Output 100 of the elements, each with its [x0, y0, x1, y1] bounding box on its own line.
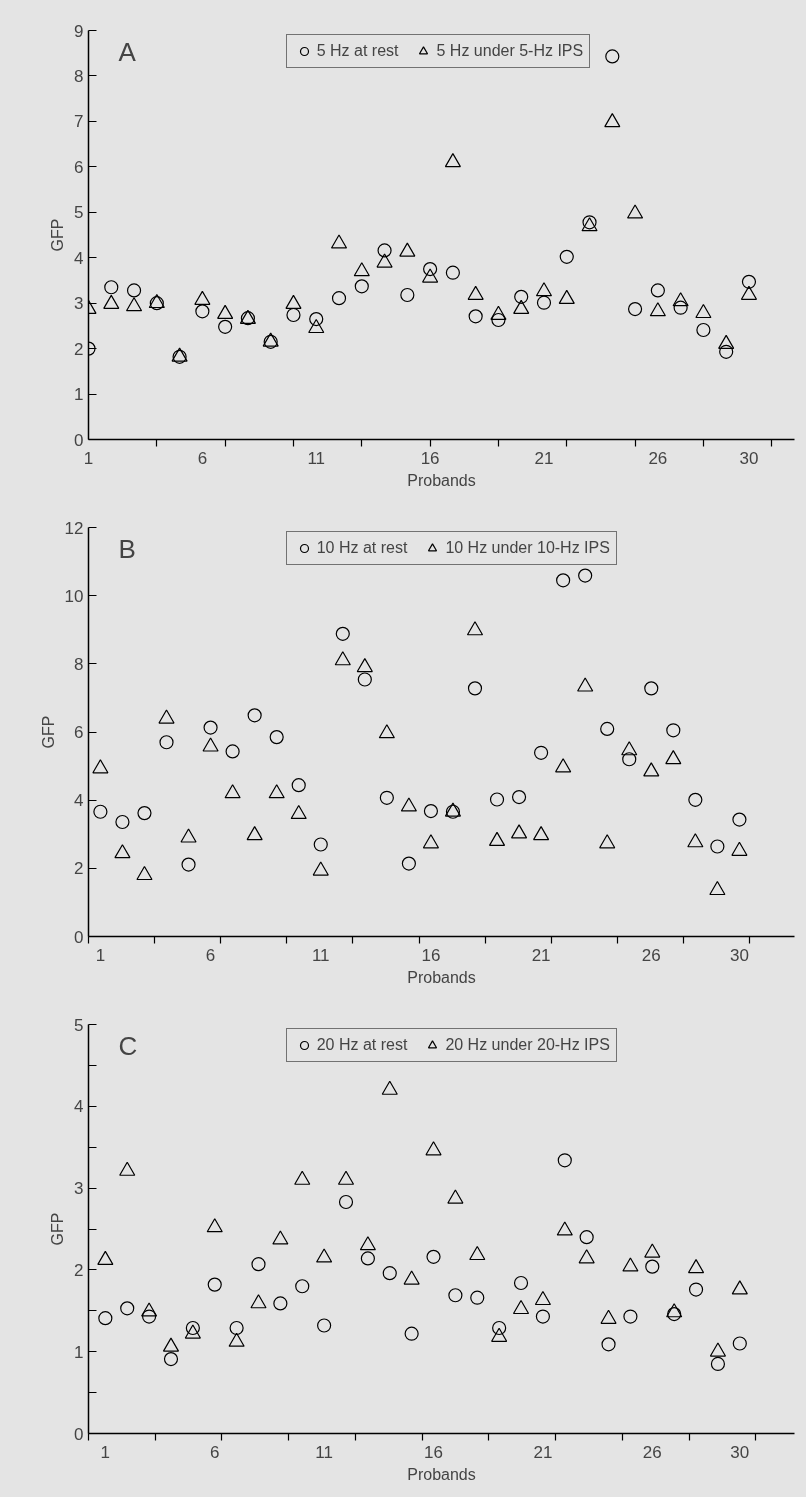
- point: [159, 735, 174, 750]
- point: [466, 621, 484, 636]
- point: [627, 301, 643, 317]
- point: [378, 724, 395, 739]
- point: [312, 861, 329, 876]
- x-tick-label: 6: [197, 448, 208, 468]
- point: [357, 672, 372, 687]
- point: [426, 1249, 441, 1264]
- point: [97, 1250, 114, 1266]
- point: [119, 1161, 136, 1176]
- point: [295, 1279, 310, 1294]
- x-tick-label: 26: [648, 448, 668, 468]
- point: [125, 297, 143, 312]
- point: [381, 1080, 398, 1095]
- y-tick-label: 4: [74, 1097, 84, 1117]
- point: [272, 1230, 289, 1245]
- annotation: A: [118, 36, 137, 67]
- point: [491, 312, 506, 328]
- point: [665, 750, 682, 765]
- point: [695, 303, 712, 319]
- point: [331, 291, 347, 306]
- point: [103, 294, 120, 310]
- y-tick-label: 2: [74, 339, 84, 359]
- point: [180, 828, 197, 843]
- point: [626, 204, 644, 219]
- point: [195, 304, 210, 319]
- point: [290, 804, 307, 820]
- point: [114, 844, 131, 859]
- point: [621, 741, 638, 756]
- point: [354, 279, 369, 294]
- x-tick-label: 1: [100, 1442, 111, 1462]
- y-tick-label: 1: [74, 1342, 84, 1362]
- y-tick-label: 8: [74, 66, 84, 86]
- point: [577, 677, 594, 692]
- y-tick-label: 6: [74, 157, 84, 177]
- point: [579, 1230, 594, 1245]
- point: [400, 797, 417, 812]
- legend-label: 20 Hz under 20-Hz IPS: [445, 1036, 610, 1054]
- y-tick-label: 6: [74, 723, 84, 742]
- point: [512, 1299, 530, 1315]
- point: [98, 1311, 113, 1326]
- point: [718, 334, 735, 349]
- point: [120, 1301, 135, 1316]
- point: [489, 792, 505, 807]
- y-tick-label: 8: [74, 654, 84, 674]
- point: [447, 1189, 464, 1204]
- point: [377, 243, 392, 258]
- point: [337, 1170, 355, 1185]
- point: [401, 856, 416, 871]
- x-tick-label: 30: [739, 448, 759, 468]
- x-tick-label: 6: [210, 1442, 220, 1462]
- y-tick-label: 0: [74, 927, 84, 947]
- point: [268, 784, 285, 799]
- point: [559, 249, 574, 264]
- point: [687, 833, 704, 848]
- point: [710, 839, 725, 854]
- legend-label: 5 Hz under 5-Hz IPS: [436, 42, 584, 60]
- point: [115, 814, 130, 830]
- x-tick-label: 6: [205, 945, 216, 965]
- point: [184, 1324, 201, 1339]
- point: [710, 1356, 726, 1372]
- point: [247, 708, 262, 723]
- point: [650, 283, 665, 298]
- point: [136, 865, 153, 881]
- x-tick-label: 26: [642, 1442, 662, 1462]
- annotation: B: [118, 533, 136, 564]
- point: [644, 1243, 661, 1258]
- point: [246, 826, 263, 841]
- point: [285, 294, 302, 310]
- x-axis-title: Probands: [407, 1465, 476, 1483]
- point: [291, 778, 306, 793]
- point: [687, 1259, 705, 1274]
- y-tick-label: 1: [74, 385, 84, 405]
- point: [732, 1336, 747, 1351]
- point: [491, 1327, 508, 1342]
- point: [294, 1170, 311, 1185]
- point: [467, 285, 484, 300]
- point: [673, 300, 688, 315]
- point: [228, 1332, 245, 1347]
- point: [250, 1294, 267, 1309]
- point: [534, 1290, 551, 1306]
- point: [353, 262, 370, 277]
- point: [206, 1218, 223, 1233]
- point: [643, 762, 660, 777]
- point: [696, 322, 711, 338]
- point: [467, 681, 483, 696]
- y-tick-label: 3: [74, 294, 84, 314]
- point: [709, 1342, 727, 1357]
- y-tick-label: 9: [74, 21, 84, 41]
- point: [224, 784, 241, 799]
- legend-label: 5 Hz at rest: [316, 42, 399, 60]
- legend-label: 10 Hz under 10-Hz IPS: [445, 539, 610, 557]
- point: [316, 1248, 333, 1263]
- point: [709, 880, 726, 896]
- y-tick-label: 12: [64, 518, 84, 538]
- point: [513, 299, 530, 314]
- point: [400, 287, 415, 303]
- x-tick-label: 21: [534, 448, 554, 468]
- point: [376, 253, 393, 268]
- point: [269, 730, 284, 745]
